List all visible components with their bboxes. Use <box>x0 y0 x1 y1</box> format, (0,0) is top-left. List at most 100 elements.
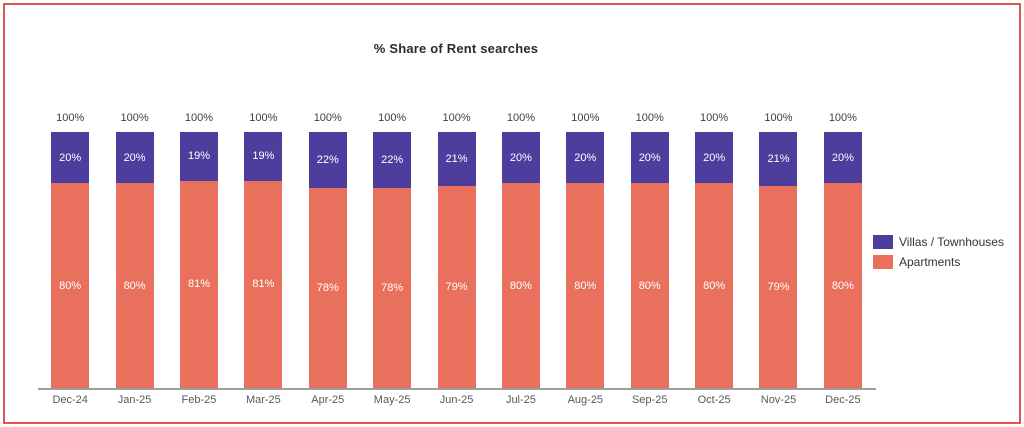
villas-segment[interactable]: 21% <box>759 132 798 186</box>
category-label: Jun-25 <box>439 394 474 406</box>
villas-value-label: 20% <box>703 151 726 164</box>
apartments-value-label: 80% <box>123 279 146 292</box>
legend-item-apartments[interactable]: Apartments <box>873 255 1004 269</box>
villas-value-label: 19% <box>252 150 275 163</box>
apartments-segment[interactable]: 78% <box>308 188 347 388</box>
villas-swatch-icon <box>873 235 893 249</box>
stacked-bar[interactable]: 20% 80% <box>823 132 862 388</box>
apartments-segment[interactable]: 80% <box>823 183 862 388</box>
total-label: 100% <box>635 112 664 124</box>
plot-area: 100% 20% 80% 100% 20% 80% 100% 19% 81% 100% 19% 81%… <box>38 112 875 388</box>
stacked-bar[interactable]: 20% 80% <box>695 132 734 388</box>
stacked-bar[interactable]: 22% 78% <box>373 132 412 388</box>
apartments-segment[interactable]: 80% <box>51 183 90 388</box>
total-label: 100% <box>249 112 278 124</box>
villas-value-label: 19% <box>187 150 210 163</box>
villas-segment[interactable]: 20% <box>501 132 540 184</box>
stacked-bar[interactable]: 20% 80% <box>630 132 669 388</box>
villas-segment[interactable]: 19% <box>244 132 283 181</box>
villas-value-label: 21% <box>445 152 468 165</box>
bar-slot: 100% 21% 79% <box>424 112 488 388</box>
bar-slot: 100% 20% 80% <box>489 112 553 388</box>
apartments-value-label: 80% <box>59 279 82 292</box>
apartments-segment[interactable]: 79% <box>759 185 798 388</box>
stacked-bar[interactable]: 20% 80% <box>501 132 540 388</box>
apartments-segment[interactable]: 80% <box>501 183 540 388</box>
apartments-value-label: 80% <box>638 279 661 292</box>
villas-segment[interactable]: 21% <box>437 132 476 186</box>
villas-segment[interactable]: 20% <box>823 132 862 184</box>
villas-segment[interactable]: 20% <box>51 132 90 184</box>
apartments-segment[interactable]: 80% <box>115 183 154 388</box>
legend-label-villas: Villas / Townhouses <box>899 235 1004 249</box>
stacked-bar[interactable]: 19% 81% <box>179 132 218 388</box>
legend-item-villas[interactable]: Villas / Townhouses <box>873 235 1004 249</box>
bar-slot: 100% 22% 78% <box>296 112 360 388</box>
villas-value-label: 22% <box>316 154 339 167</box>
villas-segment[interactable]: 20% <box>695 132 734 184</box>
apartments-value-label: 79% <box>767 280 790 293</box>
total-label: 100% <box>442 112 471 124</box>
villas-value-label: 21% <box>767 152 790 165</box>
stacked-bar[interactable]: 20% 80% <box>115 132 154 388</box>
apartments-segment[interactable]: 79% <box>437 185 476 388</box>
category-label: Jan-25 <box>117 394 152 406</box>
category-label: Jul-25 <box>505 394 536 406</box>
stacked-bar[interactable]: 20% 80% <box>566 132 605 388</box>
stacked-bar[interactable]: 22% 78% <box>308 132 347 388</box>
villas-segment[interactable]: 20% <box>630 132 669 184</box>
total-label: 100% <box>700 112 729 124</box>
stacked-bar[interactable]: 21% 79% <box>759 132 798 388</box>
apartments-segment[interactable]: 80% <box>695 183 734 388</box>
total-label: 100% <box>56 112 85 124</box>
villas-value-label: 20% <box>123 151 146 164</box>
stacked-bar[interactable]: 20% 80% <box>51 132 90 388</box>
category-label: Apr-25 <box>311 394 345 406</box>
apartments-value-label: 80% <box>703 279 726 292</box>
apartments-segment[interactable]: 80% <box>630 183 669 388</box>
category-label: Oct-25 <box>697 394 731 406</box>
apartments-value-label: 81% <box>187 278 210 291</box>
legend-label-apartments: Apartments <box>899 255 961 269</box>
x-axis-line <box>38 388 876 390</box>
villas-segment[interactable]: 20% <box>566 132 605 184</box>
villas-value-label: 20% <box>831 151 854 164</box>
villas-value-label: 20% <box>574 151 597 164</box>
villas-segment[interactable]: 22% <box>373 132 412 189</box>
apartments-segment[interactable]: 81% <box>244 180 283 388</box>
bar-slot: 100% 20% 80% <box>102 112 166 388</box>
category-label: Aug-25 <box>567 394 604 406</box>
villas-segment[interactable]: 22% <box>308 132 347 189</box>
villas-segment[interactable]: 19% <box>179 132 218 181</box>
apartments-value-label: 80% <box>574 279 597 292</box>
villas-segment[interactable]: 20% <box>115 132 154 184</box>
total-label: 100% <box>828 112 857 124</box>
chart-title: % Share of Rent searches <box>373 41 539 56</box>
bar-slot: 100% 19% 81% <box>167 112 231 388</box>
bar-slot: 100% 20% 80% <box>38 112 102 388</box>
total-label: 100% <box>506 112 535 124</box>
apartments-segment[interactable]: 78% <box>373 188 412 388</box>
apartments-value-label: 78% <box>316 282 339 295</box>
bar-slot: 100% 21% 79% <box>746 112 810 388</box>
bar-slot: 100% 22% 78% <box>360 112 424 388</box>
category-label: Dec-25 <box>825 394 861 406</box>
category-label: Mar-25 <box>245 394 281 406</box>
total-label: 100% <box>313 112 342 124</box>
total-label: 100% <box>378 112 407 124</box>
apartments-value-label: 79% <box>445 280 468 293</box>
apartments-value-label: 80% <box>509 279 532 292</box>
villas-value-label: 20% <box>509 151 532 164</box>
apartments-segment[interactable]: 80% <box>566 183 605 388</box>
bar-slot: 100% 20% 80% <box>618 112 682 388</box>
report-canvas-frame: % Share of Rent searches 100% 20% 80% 100% 2… <box>3 3 1021 424</box>
x-axis-labels: Dec-24 Jan-25 Feb-25 Mar-25 Apr-25 May-25 Jun-… <box>38 394 875 406</box>
stacked-bar[interactable]: 19% 81% <box>244 132 283 388</box>
apartments-segment[interactable]: 81% <box>179 180 218 388</box>
legend: Villas / Townhouses Apartments <box>873 235 1004 269</box>
bar-slot: 100% 20% 80% <box>682 112 746 388</box>
category-label: Nov-25 <box>760 394 797 406</box>
total-label: 100% <box>571 112 600 124</box>
bar-slot: 100% 20% 80% <box>811 112 875 388</box>
stacked-bar[interactable]: 21% 79% <box>437 132 476 388</box>
